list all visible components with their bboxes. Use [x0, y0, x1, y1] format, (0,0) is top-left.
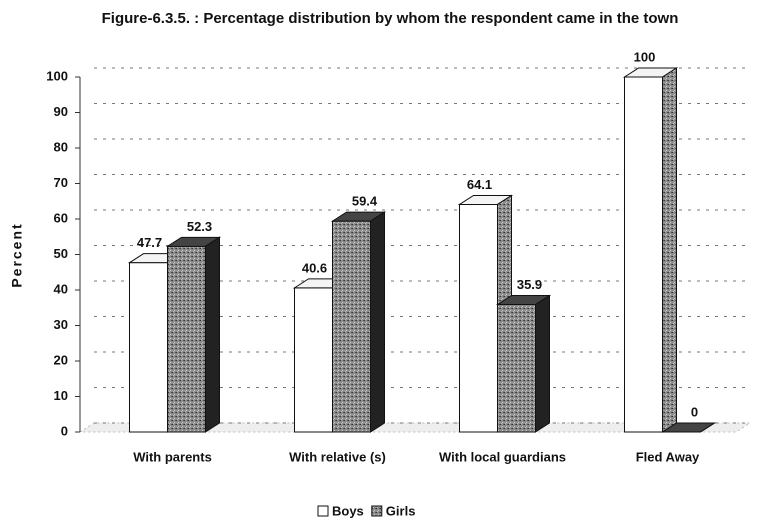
y-tick-label: 100 [46, 68, 68, 83]
bar-side [662, 67, 677, 433]
y-tick-label: 10 [54, 388, 68, 403]
bar-group [495, 294, 552, 433]
bar [624, 76, 663, 433]
legend-label: Girls [386, 503, 416, 518]
data-label: 0 [691, 404, 698, 419]
bar [294, 287, 333, 433]
data-label: 59.4 [352, 194, 378, 209]
x-tick-label: Fled Away [636, 449, 700, 464]
data-label: 47.7 [137, 235, 162, 250]
y-tick-label: 40 [54, 281, 68, 296]
data-label: 100 [634, 49, 656, 64]
data-label: 52.3 [187, 219, 212, 234]
bar [129, 262, 168, 433]
bar-side [370, 211, 385, 433]
chart-title: Figure-6.3.5. : Percentage distribution … [101, 10, 679, 27]
data-label: 35.9 [517, 277, 542, 292]
y-tick-label: 70 [54, 175, 68, 190]
y-tick-label: 50 [54, 246, 68, 261]
y-tick-label: 90 [54, 104, 68, 119]
data-label: 40.6 [302, 260, 327, 275]
bar-group [622, 67, 679, 433]
bar-group [165, 236, 222, 433]
bar-side [535, 294, 550, 433]
bar-group [330, 211, 387, 433]
bar [332, 220, 371, 433]
bar-group [660, 422, 717, 433]
x-tick-label: With relative (s) [289, 449, 386, 464]
y-axis-label: Percent [9, 222, 25, 287]
y-tick-label: 30 [54, 317, 68, 332]
bar-side [205, 236, 220, 433]
floor [78, 422, 752, 433]
bar [167, 245, 206, 433]
bar [459, 203, 498, 433]
y-tick-label: 60 [54, 210, 68, 225]
legend-swatch [371, 505, 383, 517]
x-tick-label: With parents [133, 449, 212, 464]
bar-side [700, 422, 715, 433]
y-tick-label: 80 [54, 139, 68, 154]
bar [497, 304, 536, 433]
legend-swatch [317, 505, 329, 517]
legend-label: Boys [332, 503, 364, 518]
y-tick-label: 0 [61, 423, 68, 438]
y-tick-label: 20 [54, 352, 68, 367]
data-label: 64.1 [467, 177, 492, 192]
x-tick-label: With local guardians [439, 449, 566, 464]
